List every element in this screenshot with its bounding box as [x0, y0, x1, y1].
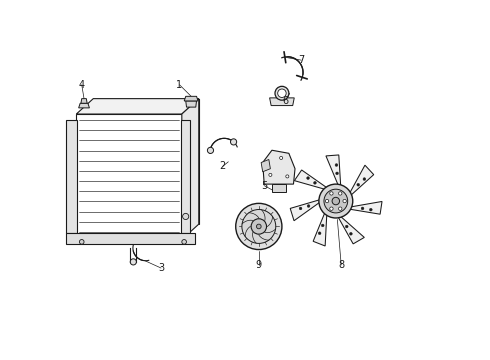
Circle shape: [325, 199, 329, 203]
Circle shape: [286, 175, 289, 178]
Circle shape: [79, 239, 84, 244]
Polygon shape: [261, 159, 270, 172]
Polygon shape: [66, 233, 195, 244]
Polygon shape: [350, 202, 382, 214]
Circle shape: [339, 207, 342, 210]
Circle shape: [251, 219, 267, 234]
Text: 5: 5: [261, 181, 268, 191]
Circle shape: [330, 192, 333, 195]
Polygon shape: [76, 114, 182, 239]
Circle shape: [369, 208, 372, 211]
Text: 3: 3: [158, 263, 164, 273]
Polygon shape: [66, 120, 77, 233]
Circle shape: [280, 156, 283, 159]
Polygon shape: [294, 170, 327, 189]
Polygon shape: [186, 101, 196, 107]
Text: 9: 9: [256, 260, 262, 270]
Polygon shape: [78, 103, 89, 108]
Circle shape: [275, 86, 289, 100]
Circle shape: [345, 225, 348, 228]
Polygon shape: [326, 155, 341, 186]
Circle shape: [130, 259, 136, 265]
Polygon shape: [272, 184, 286, 192]
Polygon shape: [182, 99, 199, 239]
Circle shape: [361, 207, 364, 210]
Circle shape: [357, 183, 360, 186]
Polygon shape: [313, 213, 327, 246]
Circle shape: [269, 173, 272, 176]
Polygon shape: [270, 98, 294, 105]
Circle shape: [319, 184, 353, 218]
Polygon shape: [338, 216, 364, 244]
Circle shape: [339, 192, 342, 195]
Circle shape: [332, 197, 340, 205]
Polygon shape: [76, 99, 199, 114]
Text: 7: 7: [298, 55, 304, 65]
Text: 1: 1: [176, 80, 183, 90]
Text: 6: 6: [283, 96, 289, 106]
Polygon shape: [181, 120, 190, 233]
Circle shape: [256, 224, 261, 229]
Polygon shape: [350, 165, 374, 195]
Circle shape: [307, 204, 310, 207]
Circle shape: [330, 207, 333, 210]
Circle shape: [236, 203, 282, 249]
Circle shape: [336, 172, 339, 175]
Circle shape: [230, 139, 237, 145]
Circle shape: [343, 199, 346, 203]
Polygon shape: [81, 99, 87, 103]
Polygon shape: [184, 96, 198, 101]
Circle shape: [183, 213, 189, 220]
Polygon shape: [263, 150, 295, 184]
Circle shape: [318, 232, 321, 235]
Text: 4: 4: [79, 80, 85, 90]
Circle shape: [349, 233, 352, 235]
Circle shape: [363, 178, 366, 180]
Circle shape: [182, 239, 186, 244]
Circle shape: [207, 147, 214, 153]
Circle shape: [321, 224, 324, 227]
Polygon shape: [290, 200, 319, 221]
Circle shape: [299, 207, 302, 210]
Circle shape: [314, 181, 317, 184]
Circle shape: [324, 189, 348, 213]
Text: 2: 2: [220, 161, 226, 171]
Circle shape: [278, 89, 286, 98]
Circle shape: [242, 210, 276, 243]
Circle shape: [307, 177, 309, 180]
Text: 8: 8: [338, 260, 344, 270]
Circle shape: [335, 164, 338, 166]
